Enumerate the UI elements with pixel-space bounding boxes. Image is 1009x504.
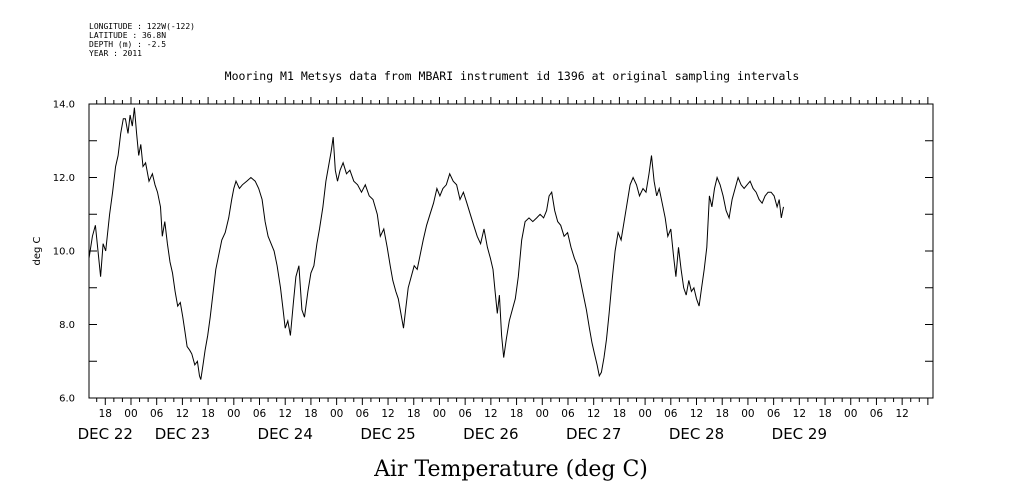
x-tick-label: 12 — [176, 408, 189, 420]
x-tick-label: 06 — [664, 408, 678, 420]
x-tick-label: 00 — [844, 408, 857, 420]
x-day-label: DEC 24 — [258, 425, 313, 443]
x-tick-label: 18 — [510, 408, 523, 420]
x-tick-label: 06 — [767, 408, 781, 420]
x-day-label: DEC 27 — [566, 425, 621, 443]
x-day-label: DEC 28 — [669, 425, 724, 443]
x-tick-label: 18 — [613, 408, 626, 420]
x-tick-label: 06 — [253, 408, 267, 420]
x-axis: 18 00 06 12 18 00 06 12 18 00 06 12 18 00 06 12 18 00 06 12… — [96, 97, 929, 420]
x-axis-day-labels: DEC 22 DEC 23 DEC 24 DEC 25 DEC 26 DEC 27 DEC … — [78, 425, 827, 443]
x-tick-label: 06 — [150, 408, 164, 420]
x-tick-label: 00 — [536, 408, 549, 420]
air-temperature-line — [88, 107, 784, 380]
x-day-label: DEC 29 — [772, 425, 827, 443]
x-tick-label: 12 — [895, 408, 908, 420]
x-tick-label: 18 — [304, 408, 317, 420]
x-tick-label: 12 — [690, 408, 703, 420]
y-axis: 6.0 8.0 10.0 12.0 14.0 — [53, 100, 933, 405]
y-tick-label: 12.0 — [53, 173, 75, 184]
x-tick-label: 18 — [818, 408, 831, 420]
x-tick-label: 12 — [381, 408, 394, 420]
plot-frame — [88, 103, 934, 399]
x-tick-label: 18 — [407, 408, 420, 420]
latitude-text: LATITUDE : 36.8N — [89, 31, 167, 40]
longitude-text: LONGITUDE : 122W(-122) — [89, 22, 195, 31]
x-tick-label: 06 — [356, 408, 370, 420]
y-tick-label: 10.0 — [53, 247, 75, 258]
x-day-label: DEC 23 — [155, 425, 210, 443]
y-tick-label: 14.0 — [53, 100, 75, 111]
x-tick-label: 00 — [741, 408, 754, 420]
x-tick-label: 00 — [124, 408, 137, 420]
depth-text: DEPTH (m) : -2.5 — [89, 40, 167, 49]
x-tick-label: 18 — [99, 408, 112, 420]
x-day-label: DEC 22 — [78, 425, 133, 443]
x-tick-label: 00 — [330, 408, 343, 420]
x-tick-label: 18 — [201, 408, 214, 420]
x-tick-label: 12 — [587, 408, 600, 420]
x-tick-label: 00 — [433, 408, 446, 420]
x-tick-label: 00 — [638, 408, 651, 420]
x-tick-label: 12 — [279, 408, 292, 420]
x-day-label: DEC 26 — [463, 425, 518, 443]
x-tick-label: 00 — [227, 408, 240, 420]
chart-title: Mooring M1 Metsys data from MBARI instru… — [225, 69, 800, 83]
y-tick-label: 6.0 — [59, 394, 75, 405]
x-tick-label: 06 — [561, 408, 575, 420]
x-tick-label: 06 — [458, 408, 472, 420]
metadata-block: LONGITUDE : 122W(-122) LATITUDE : 36.8N … — [89, 22, 195, 58]
y-tick-label: 8.0 — [59, 320, 75, 331]
x-tick-label: 12 — [484, 408, 497, 420]
x-tick-label: 06 — [870, 408, 884, 420]
x-day-label: DEC 25 — [360, 425, 415, 443]
year-text: YEAR : 2011 — [89, 49, 142, 58]
x-axis-label: Air Temperature (deg C) — [373, 457, 648, 482]
x-tick-label: 18 — [716, 408, 729, 420]
y-axis-label: deg C — [32, 236, 43, 265]
x-tick-label: 12 — [793, 408, 806, 420]
